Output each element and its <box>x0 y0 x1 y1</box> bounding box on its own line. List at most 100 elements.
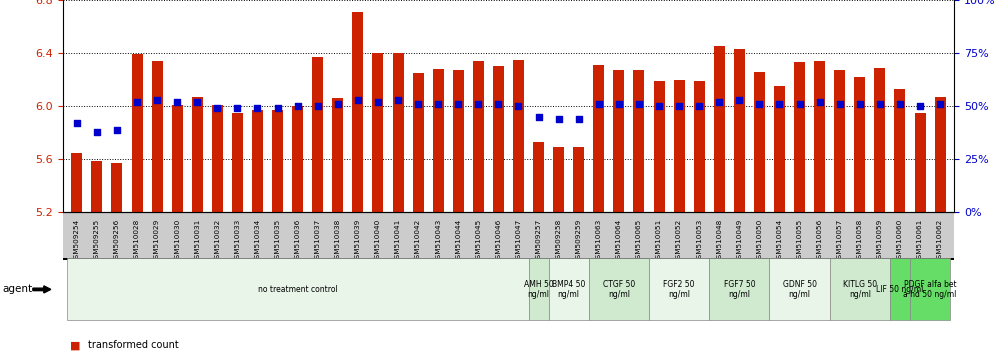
Text: FGF2 50
ng/ml: FGF2 50 ng/ml <box>663 280 695 299</box>
Bar <box>614 70 624 212</box>
Point <box>430 101 446 107</box>
Bar <box>192 97 203 212</box>
Bar <box>392 53 403 212</box>
Bar <box>754 72 765 212</box>
Point <box>611 101 626 107</box>
Point <box>129 99 145 105</box>
Bar <box>373 53 383 212</box>
Point <box>731 97 747 103</box>
Point <box>250 105 266 111</box>
Bar <box>794 62 805 212</box>
Point <box>832 101 848 107</box>
Point <box>69 120 85 126</box>
Point <box>410 101 426 107</box>
Bar <box>774 86 785 212</box>
Bar <box>894 89 905 212</box>
Point <box>511 103 527 109</box>
Bar <box>714 46 725 212</box>
Bar <box>432 69 443 212</box>
Text: LIF 50 ng/ml: LIF 50 ng/ml <box>876 285 923 294</box>
Point <box>490 101 506 107</box>
Bar <box>272 110 283 212</box>
Point <box>470 101 486 107</box>
Point <box>149 97 165 103</box>
Point <box>932 101 948 107</box>
Bar <box>835 70 846 212</box>
Point <box>651 103 667 109</box>
Text: PDGF alfa bet
a hd 50 ng/ml: PDGF alfa bet a hd 50 ng/ml <box>903 280 957 299</box>
Bar <box>353 12 364 212</box>
Bar <box>493 67 504 212</box>
Point <box>169 99 185 105</box>
Text: CTGF 50
ng/ml: CTGF 50 ng/ml <box>603 280 635 299</box>
Point <box>270 105 286 111</box>
Text: ■: ■ <box>70 340 81 350</box>
Point <box>711 99 727 105</box>
Point <box>892 101 908 107</box>
Point <box>390 97 406 103</box>
Bar <box>814 61 825 212</box>
Point <box>852 101 868 107</box>
Text: GDNF 50
ng/ml: GDNF 50 ng/ml <box>783 280 817 299</box>
Point <box>189 99 205 105</box>
Point <box>350 97 366 103</box>
Bar <box>252 110 263 212</box>
Point <box>751 101 767 107</box>
Bar <box>232 113 243 212</box>
Bar <box>914 113 925 212</box>
Point <box>229 105 245 111</box>
Text: no treatment control: no treatment control <box>258 285 338 294</box>
Text: BMP4 50
ng/ml: BMP4 50 ng/ml <box>552 280 586 299</box>
Bar <box>151 61 162 212</box>
Bar <box>874 68 885 212</box>
Point <box>591 101 607 107</box>
Bar <box>333 98 344 212</box>
Text: FGF7 50
ng/ml: FGF7 50 ng/ml <box>723 280 755 299</box>
Point <box>450 101 466 107</box>
Bar <box>734 49 745 212</box>
Point <box>290 103 306 109</box>
Point <box>89 129 105 135</box>
Point <box>631 101 647 107</box>
Bar <box>131 55 142 212</box>
Text: AMH 50
ng/ml: AMH 50 ng/ml <box>524 280 554 299</box>
Bar <box>212 105 223 212</box>
Bar <box>473 61 484 212</box>
Bar <box>92 161 103 212</box>
Bar <box>653 81 664 212</box>
Point <box>551 116 567 122</box>
Bar <box>594 65 605 212</box>
Bar <box>673 80 684 212</box>
Bar <box>855 77 866 212</box>
Bar <box>72 153 83 212</box>
Bar <box>533 142 544 212</box>
Bar <box>513 60 524 212</box>
Point <box>109 127 124 132</box>
Bar <box>633 70 644 212</box>
Bar <box>312 57 324 212</box>
Point <box>531 114 547 120</box>
Point <box>772 101 788 107</box>
Text: transformed count: transformed count <box>88 340 178 350</box>
Bar <box>171 105 182 212</box>
Text: KITLG 50
ng/ml: KITLG 50 ng/ml <box>843 280 876 299</box>
Point <box>330 101 346 107</box>
Bar <box>412 73 423 212</box>
Bar <box>453 70 464 212</box>
Bar <box>553 147 564 212</box>
Bar <box>292 106 303 212</box>
Point <box>872 101 887 107</box>
Point <box>370 99 385 105</box>
Point <box>571 116 587 122</box>
Point <box>792 101 808 107</box>
Point <box>912 103 928 109</box>
Point <box>812 99 828 105</box>
Bar <box>934 97 945 212</box>
Bar <box>574 147 585 212</box>
Bar <box>112 163 123 212</box>
Point <box>671 103 687 109</box>
Point <box>691 103 707 109</box>
Text: agent: agent <box>2 284 32 295</box>
Bar <box>693 81 705 212</box>
Point <box>310 103 326 109</box>
